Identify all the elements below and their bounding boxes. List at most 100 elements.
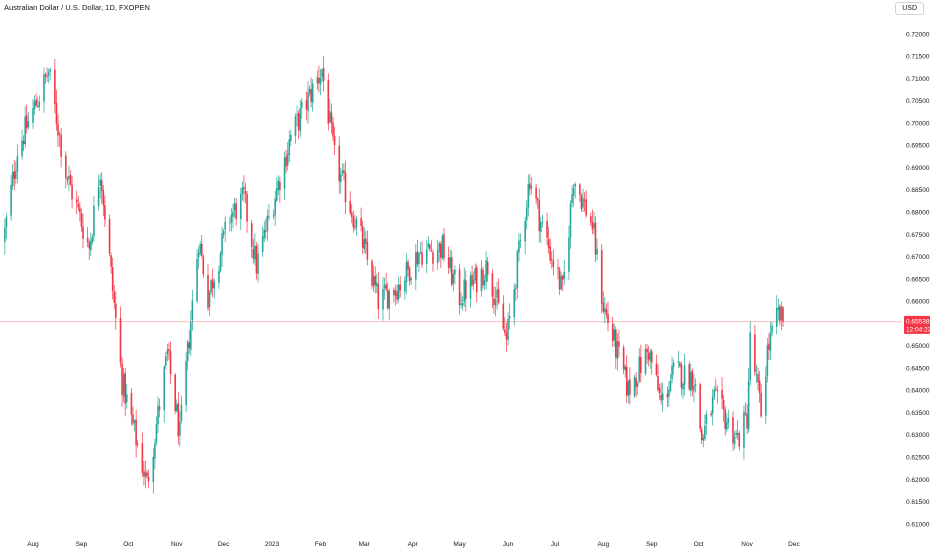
candle-body: [415, 252, 417, 280]
candle-body: [244, 190, 247, 194]
y-tick-label: 0.64500: [906, 365, 930, 372]
x-tick-label: Nov: [171, 541, 183, 548]
candle-body: [547, 239, 550, 248]
y-tick-label: 0.68000: [906, 209, 930, 216]
candle-body: [375, 282, 378, 287]
x-axis[interactable]: Aug Sep Oct Nov Dec 2023 Feb Mar Apr May Jun Jul Aug…: [27, 541, 800, 548]
candle-body: [288, 139, 291, 155]
candle-body: [135, 419, 137, 446]
candle-body: [158, 406, 161, 410]
candle-body: [507, 318, 509, 341]
candle-body: [279, 181, 281, 190]
candle-body: [60, 134, 62, 157]
candle-body: [416, 251, 419, 265]
candle-body: [122, 374, 125, 397]
candle-body: [449, 256, 451, 269]
candle-body: [441, 235, 444, 259]
candle-body: [80, 212, 83, 227]
candle-body: [36, 106, 39, 108]
candle-body: [93, 205, 95, 236]
price-tag-countdown: 12:04:23: [906, 326, 932, 333]
x-tick-label: Jul: [551, 541, 560, 548]
candle-body: [377, 284, 380, 310]
candle-body: [22, 141, 25, 145]
candle-body: [5, 216, 8, 228]
candle-body: [690, 372, 692, 391]
candle-body: [49, 69, 51, 72]
candle-body: [519, 240, 522, 242]
candle-body: [766, 345, 769, 376]
candle-body: [157, 405, 159, 425]
y-axis[interactable]: 0.72000 0.71500 0.71000 0.70500 0.70000 0.695…: [906, 31, 930, 528]
candle-body: [508, 315, 511, 319]
candle-body: [207, 275, 209, 309]
candle-body: [733, 437, 736, 445]
candle-body: [465, 280, 467, 300]
candle-body: [332, 122, 334, 137]
candle-body: [760, 392, 762, 417]
candle-body: [475, 267, 478, 293]
candle-body: [113, 291, 116, 303]
x-tick-label: Feb: [315, 541, 327, 548]
candle-body: [482, 269, 484, 286]
candle-body: [179, 421, 181, 436]
candle-body: [121, 363, 123, 395]
candle-body: [371, 261, 373, 286]
candle-body: [440, 243, 442, 258]
candle-body: [240, 193, 242, 220]
candle-body: [657, 375, 659, 390]
candle-body: [344, 172, 347, 203]
candle-body: [66, 177, 69, 180]
candle-body: [493, 298, 495, 305]
candle-body: [502, 303, 505, 329]
candle-body: [294, 116, 297, 136]
x-tick-label: Jun: [503, 541, 514, 548]
y-tick-label: 0.62000: [906, 477, 930, 484]
candle-body: [769, 332, 772, 351]
candle-body: [44, 74, 47, 77]
candle-body: [24, 116, 26, 145]
candle-body: [307, 92, 309, 112]
candle-body: [300, 101, 303, 108]
candle-body: [594, 222, 597, 255]
candle-body: [25, 115, 28, 129]
x-tick-label: Dec: [218, 541, 230, 548]
candle-body: [188, 342, 191, 348]
price-tag-bg: [904, 315, 930, 334]
candle-series: [4, 56, 784, 494]
candle-body: [71, 184, 73, 200]
candle-body: [747, 381, 750, 430]
candle-body: [263, 229, 266, 238]
candle-body: [627, 381, 630, 396]
candle-body: [322, 67, 325, 81]
candle-body: [640, 356, 642, 374]
candle-body: [679, 362, 681, 366]
currency-selector[interactable]: USD: [895, 2, 924, 15]
candle-body: [246, 193, 248, 222]
candle-body: [425, 248, 428, 264]
candle-body: [283, 157, 286, 189]
candle-body: [343, 170, 345, 174]
candle-body: [450, 257, 453, 285]
candle-body: [58, 133, 61, 135]
candle-body: [69, 174, 72, 185]
candle-body: [516, 251, 519, 289]
candle-body: [613, 329, 616, 341]
candle-body: [143, 471, 145, 477]
candle-body: [496, 289, 498, 298]
x-tick-label: Dec: [788, 541, 800, 548]
candle-body: [436, 250, 439, 263]
candle-body: [546, 220, 548, 238]
candle-body: [397, 284, 400, 300]
candle-body: [111, 267, 114, 291]
candle-body: [97, 187, 100, 206]
candle-body: [155, 424, 158, 443]
candle-body: [616, 341, 619, 359]
y-tick-label: 0.71000: [906, 76, 930, 83]
candle-body: [596, 248, 598, 255]
candle-body: [224, 221, 226, 230]
candle-body: [557, 267, 559, 269]
candle-body: [221, 233, 223, 255]
candle-body: [574, 184, 576, 187]
